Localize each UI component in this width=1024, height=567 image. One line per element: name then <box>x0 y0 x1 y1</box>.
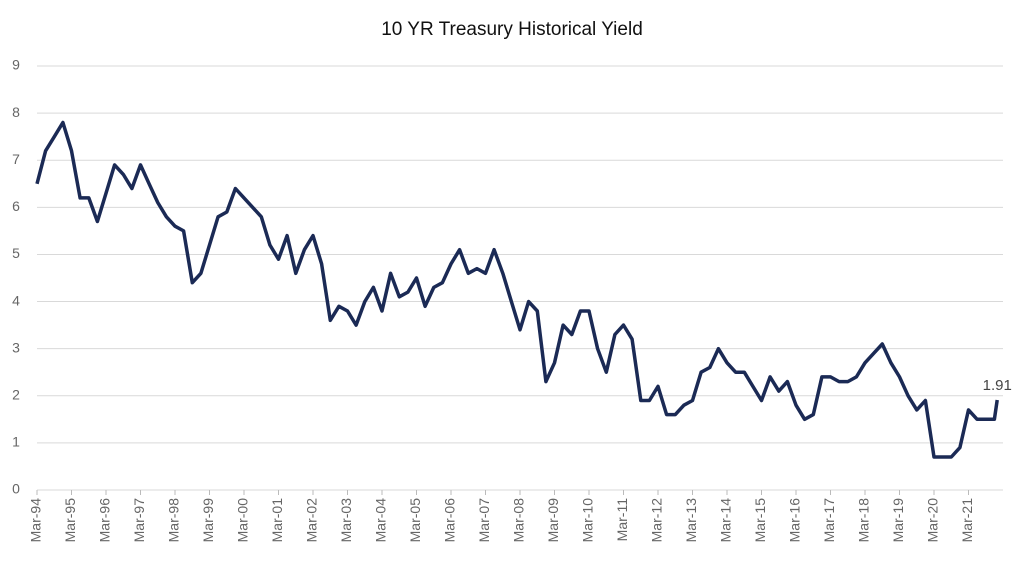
x-tick-label: Mar-12 <box>649 498 665 543</box>
x-tick-label: Mar-13 <box>683 498 699 543</box>
x-tick-label: Mar-03 <box>338 498 354 543</box>
y-tick-label: 9 <box>12 57 20 73</box>
x-tick-label: Mar-11 <box>614 498 630 542</box>
x-tick-label: Mar-94 <box>28 498 44 543</box>
chart-title: 10 YR Treasury Historical Yield <box>381 19 643 40</box>
x-tick-label: Mar-19 <box>890 498 906 543</box>
x-tick-label: Mar-06 <box>442 498 458 543</box>
x-tick-label: Mar-17 <box>821 498 837 543</box>
y-tick-label: 8 <box>12 104 20 120</box>
x-tick-label: Mar-96 <box>97 498 113 543</box>
x-tick-label: Mar-97 <box>131 498 147 543</box>
y-tick-label: 4 <box>12 292 20 308</box>
y-tick-label: 0 <box>12 481 20 497</box>
data-label: 1.91 <box>983 377 1012 394</box>
x-tick-label: Mar-20 <box>925 498 941 543</box>
x-tick-label: Mar-18 <box>856 498 872 543</box>
x-tick-label: Mar-00 <box>235 498 251 543</box>
x-tick-label: Mar-16 <box>787 498 803 543</box>
x-tick-label: Mar-14 <box>718 498 734 543</box>
line <box>35 120 999 459</box>
x-tick-label: Mar-09 <box>545 498 561 543</box>
x-tick-label: Mar-07 <box>476 498 492 543</box>
x-tick-label: Mar-05 <box>407 498 423 543</box>
y-tick-label: 5 <box>12 245 20 261</box>
y-tick-label: 1 <box>12 434 20 450</box>
y-tick-label: 6 <box>12 198 20 214</box>
x-tick-label: Mar-10 <box>580 498 596 543</box>
x-tick-label: Mar-98 <box>166 498 182 543</box>
x-tick-label: Mar-02 <box>304 498 320 543</box>
x-tick-label: Mar-99 <box>200 498 216 543</box>
y-tick-label: 2 <box>12 386 20 402</box>
x-tick-label: Mar-04 <box>373 498 389 543</box>
y-tick-label: 7 <box>12 151 20 167</box>
y-tick-label: 3 <box>12 339 20 355</box>
x-tick-label: Mar-01 <box>269 498 285 543</box>
x-tick-label: Mar-15 <box>752 498 768 543</box>
x-tick-label: Mar-21 <box>959 498 975 543</box>
x-tick-label: Mar-08 <box>511 498 527 543</box>
x-tick-label: Mar-95 <box>62 498 78 543</box>
